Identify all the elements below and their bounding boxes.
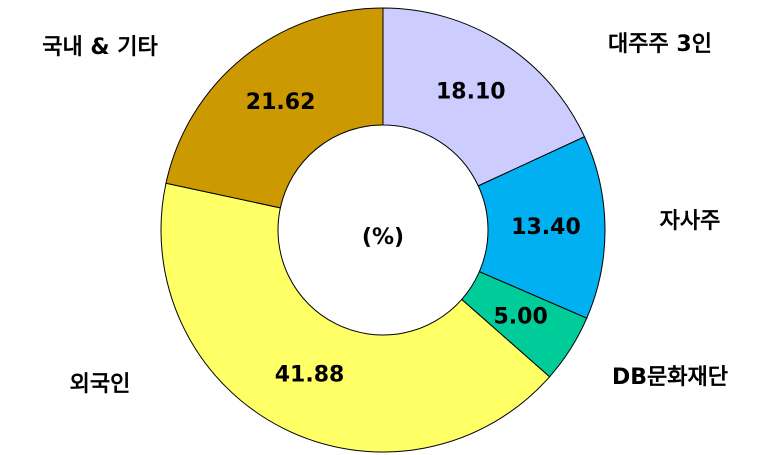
donut-slice	[477, 136, 606, 319]
value-label: 41.88	[275, 363, 345, 388]
category-label: DB문화재단	[612, 365, 728, 390]
category-label: 대주주 3인	[608, 32, 712, 57]
center-label: (%)	[362, 225, 404, 250]
donut-slice	[165, 7, 384, 209]
value-label: 18.10	[436, 80, 506, 105]
category-label: 국내 & 기타	[42, 35, 158, 60]
value-label: 13.40	[511, 215, 581, 240]
category-label: 외국인	[70, 372, 131, 397]
donut-slice	[382, 7, 586, 187]
value-label: 5.00	[493, 304, 547, 329]
donut-slice	[160, 182, 551, 453]
value-label: 21.62	[246, 90, 316, 115]
category-label: 자사주	[660, 209, 721, 234]
